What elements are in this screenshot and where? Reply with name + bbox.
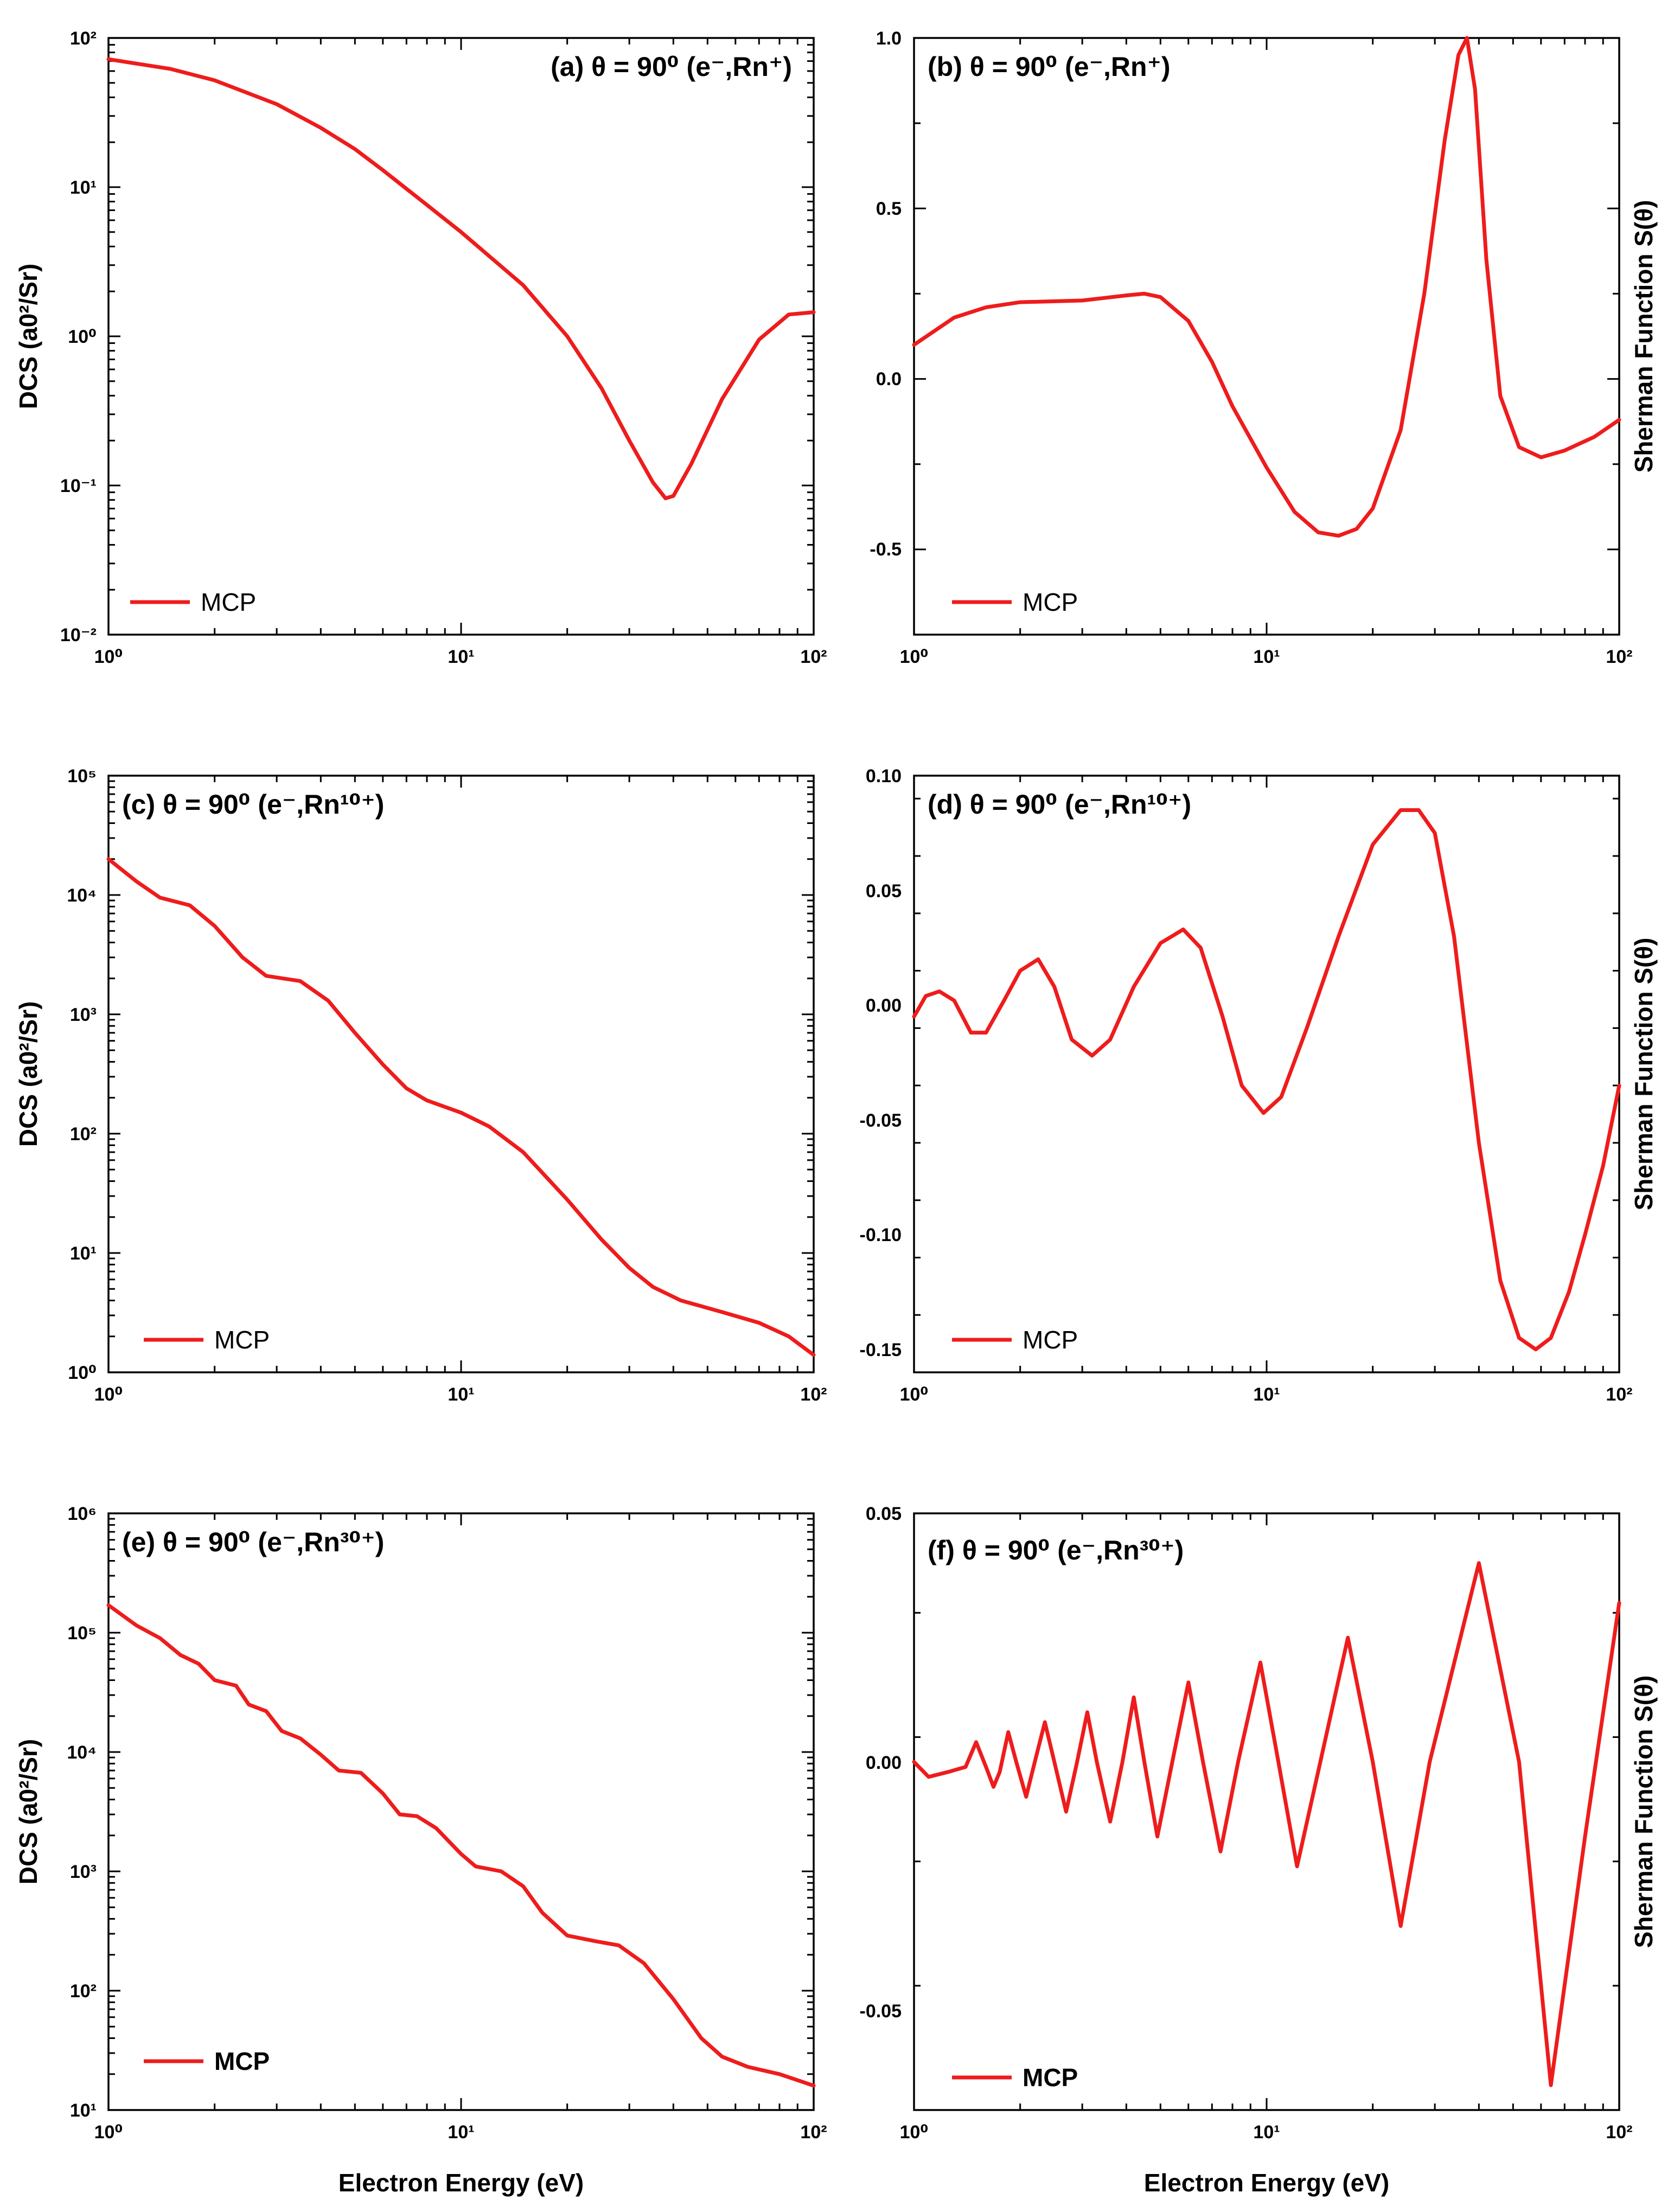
- plot-frame: [107, 37, 815, 636]
- y-tick-label: 10⁰: [68, 1363, 97, 1383]
- series-line-mcp: [912, 808, 1621, 1352]
- y-axis-title: Sherman Function S(θ): [1630, 200, 1658, 473]
- y-axis-title: DCS (a0²/Sr): [14, 1739, 42, 1884]
- y-tick-label: 10¹: [70, 2100, 97, 2121]
- panel-title: (e) θ = 90⁰ (e⁻,Rn³⁰⁺): [122, 1527, 384, 1557]
- tick-marks: [107, 775, 815, 1373]
- y-tick-label: 10²: [70, 1124, 97, 1145]
- tick-labels: 10⁰ 10¹ 10² 10⁰ 10¹ 10² 10³ 10⁴ 10⁵: [67, 766, 827, 1405]
- plot-frame: [913, 1512, 1620, 2111]
- y-tick-label: 0.00: [866, 1753, 902, 1773]
- x-tick-label: 10⁰: [900, 2122, 929, 2143]
- tick-marks: [107, 1512, 815, 2111]
- y-tick-label: 10¹: [70, 177, 97, 198]
- y-axis-title: DCS (a0²/Sr): [14, 264, 42, 409]
- y-tick-label: -0.05: [860, 1110, 902, 1131]
- plot-frame: [913, 775, 1620, 1373]
- y-tick-label: 10⁵: [67, 1623, 97, 1644]
- y-tick-label: 0.05: [866, 881, 902, 902]
- plot-frame: [107, 775, 815, 1373]
- y-tick-label: 10⁰: [68, 327, 97, 347]
- x-tick-label: 10¹: [448, 647, 474, 667]
- x-tick-label: 10²: [800, 647, 827, 667]
- tick-marks: [913, 776, 1620, 1373]
- x-tick-label: 10¹: [1253, 2122, 1280, 2143]
- y-tick-label: 0.00: [866, 995, 902, 1016]
- y-tick-label: -0.5: [870, 539, 902, 560]
- plot-frame: [107, 1512, 815, 2111]
- x-tick-label: 10¹: [448, 1384, 474, 1405]
- x-tick-label: 10²: [1606, 2122, 1632, 2143]
- x-tick-label: 10²: [1606, 1384, 1632, 1405]
- x-tick-label: 10²: [1606, 647, 1632, 667]
- panel-a: 10⁰ 10¹ 10² 10⁻² 10⁻¹ 10⁰ 10¹ 10² (a) θ …: [14, 28, 827, 667]
- panel-title: (b) θ = 90⁰ (e⁻,Rn⁺): [928, 52, 1171, 82]
- y-axis-title: Sherman Function S(θ): [1630, 938, 1658, 1211]
- x-tick-label: 10¹: [448, 2122, 474, 2143]
- x-axis-title: Electron Energy (eV): [1144, 2169, 1389, 2197]
- legend-label: MCP: [1023, 2063, 1078, 2092]
- legend-label: MCP: [214, 1326, 270, 1354]
- legend-label: MCP: [1023, 1326, 1078, 1354]
- y-tick-label: 10¹: [70, 1243, 97, 1264]
- panel-title: (f) θ = 90⁰ (e⁻,Rn³⁰⁺): [928, 1535, 1184, 1565]
- tick-labels: 10⁰ 10¹ 10² -0.5 0.0 0.5 1.0: [870, 28, 1632, 667]
- series-line-mcp: [106, 857, 816, 1357]
- y-tick-label: 10⁻²: [60, 625, 97, 645]
- tick-marks: [913, 1513, 1620, 2111]
- tick-labels: 10⁰ 10¹ 10² -0.05 0.00 0.05: [860, 1504, 1633, 2143]
- x-tick-label: 10⁰: [94, 647, 123, 667]
- panel-b: 10⁰ 10¹ 10² -0.5 0.0 0.5 1.0 (b) θ = 90⁰…: [870, 28, 1658, 667]
- panel-title: (c) θ = 90⁰ (e⁻,Rn¹⁰⁺): [122, 789, 384, 820]
- x-tick-label: 10⁰: [900, 647, 929, 667]
- y-tick-label: 0.05: [866, 1504, 902, 1524]
- series-line-mcp: [912, 36, 1621, 538]
- tick-labels: 10⁰ 10¹ 10² 10¹ 10² 10³ 10⁴ 10⁵ 10⁶: [67, 1504, 827, 2143]
- y-tick-label: 0.0: [876, 369, 902, 389]
- y-axis-title: Sherman Function S(θ): [1630, 1676, 1658, 1948]
- y-tick-label: 10²: [70, 28, 97, 49]
- y-tick-label: 10⁵: [67, 766, 97, 787]
- y-tick-label: 10²: [70, 1981, 97, 2002]
- tick-marks: [107, 37, 815, 636]
- y-tick-label: 0.5: [876, 199, 902, 219]
- y-tick-label: 0.10: [866, 766, 902, 787]
- x-tick-label: 10⁰: [94, 1384, 123, 1405]
- y-tick-label: -0.15: [860, 1340, 902, 1360]
- legend-label: MCP: [214, 2047, 270, 2075]
- x-tick-label: 10¹: [1253, 1384, 1280, 1405]
- y-tick-label: -0.05: [860, 2001, 902, 2022]
- panel-e: 10⁰ 10¹ 10² 10¹ 10² 10³ 10⁴ 10⁵ 10⁶ (e) …: [14, 1504, 827, 2197]
- panel-c: 10⁰ 10¹ 10² 10⁰ 10¹ 10² 10³ 10⁴ 10⁵ (c) …: [14, 766, 827, 1405]
- series-line-mcp: [106, 1603, 816, 2088]
- y-tick-label: 10⁴: [67, 1742, 97, 1763]
- y-tick-label: 10³: [70, 1862, 97, 1882]
- y-tick-label: 10³: [70, 1005, 97, 1025]
- panel-title: (a) θ = 90⁰ (e⁻,Rn⁺): [551, 52, 792, 82]
- x-tick-label: 10²: [800, 2122, 827, 2143]
- x-tick-label: 10¹: [1253, 647, 1280, 667]
- y-tick-label: 1.0: [876, 28, 902, 49]
- y-tick-label: 10⁶: [68, 1504, 97, 1524]
- y-tick-label: 10⁻¹: [60, 476, 97, 496]
- tick-labels: 10⁰ 10¹ 10² -0.15 -0.10 -0.05 0.00 0.05 …: [860, 766, 1633, 1405]
- x-tick-label: 10²: [800, 1384, 827, 1405]
- panel-title: (d) θ = 90⁰ (e⁻,Rn¹⁰⁺): [928, 789, 1191, 820]
- x-tick-label: 10⁰: [900, 1384, 929, 1405]
- legend-label: MCP: [1023, 588, 1078, 616]
- panel-d: 10⁰ 10¹ 10² -0.15 -0.10 -0.05 0.00 0.05 …: [860, 766, 1658, 1405]
- tick-marks: [913, 37, 1620, 636]
- y-axis-title: DCS (a0²/Sr): [14, 1001, 42, 1147]
- y-tick-label: -0.10: [860, 1225, 902, 1245]
- plot-frame: [913, 37, 1620, 636]
- legend-label: MCP: [201, 588, 256, 616]
- x-tick-label: 10⁰: [94, 2122, 123, 2143]
- x-axis-title: Electron Energy (eV): [338, 2169, 584, 2197]
- tick-labels: 10⁰ 10¹ 10² 10⁻² 10⁻¹ 10⁰ 10¹ 10²: [60, 28, 827, 667]
- y-tick-label: 10⁴: [67, 885, 97, 906]
- panel-f: 10⁰ 10¹ 10² -0.05 0.00 0.05 (f) θ = 90⁰ …: [860, 1504, 1658, 2197]
- series-line-mcp: [106, 57, 816, 501]
- series-line-mcp: [912, 1561, 1621, 2087]
